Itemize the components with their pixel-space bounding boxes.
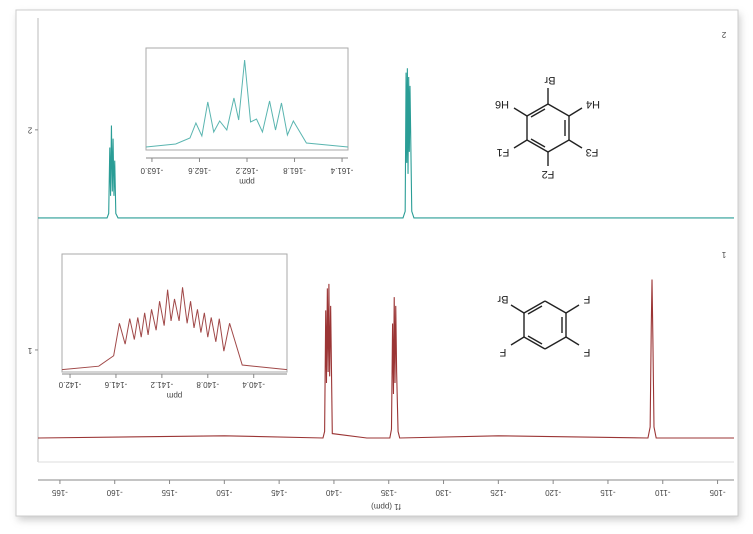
inset-frame [61,253,288,373]
x-tick-label: -135 [380,488,397,497]
molecule-2: Br F F F [497,293,590,358]
x-tick-label: -105 [709,488,726,497]
x-tick-label: -155 [161,488,178,497]
x-tick-label: -161.8 [283,166,306,175]
bond [510,336,525,346]
bond [544,300,567,314]
x-tick-label: -142.0 [58,380,81,389]
x-tick-label: -163.0 [140,166,163,175]
atom-label: Br [497,293,508,305]
x-tick-label: -141.6 [104,380,127,389]
atom-label: F [583,346,590,358]
spectrum-line [145,59,349,148]
double-bond [527,335,543,345]
bond [568,107,583,117]
x-tick-label: -130 [435,488,452,497]
atom-label: Br [544,74,555,86]
x-axis-title: ppm [166,391,182,400]
bond [565,336,580,346]
atom-label: H4 [586,98,600,110]
bond [565,304,580,314]
atom-label: F3 [586,146,599,158]
x-tick-label: -140 [325,488,342,497]
bond [523,336,546,350]
x-tick-label: -145 [271,488,288,497]
x-tick-label: -165 [51,488,68,497]
atom-label: F [583,293,590,305]
bond [547,139,570,153]
trace-label: 2 [721,30,726,39]
atom-label: F2 [542,168,555,180]
x-tick-label: -140.8 [196,380,219,389]
double-bond [530,138,546,148]
x-tick-label: -125 [490,488,507,497]
molecule-1: Br H4 F3 F2 F1 H6 [495,74,600,180]
atom-label: H6 [495,98,509,110]
bond [513,139,528,149]
atom-label: F1 [497,146,510,158]
bond [513,107,528,117]
x-tick-label: -120 [545,488,562,497]
bond [544,336,567,350]
trace-label: 1 [721,250,726,259]
x-tick-label: -140.4 [242,380,265,389]
x-tick-label: -141.2 [150,380,173,389]
x-tick-label: -162.2 [235,166,258,175]
inset-frame [145,47,349,151]
x-tick-label: -161.4 [330,166,353,175]
y-tick-label: 2 [27,126,32,135]
x-axis-title: ppm [239,177,255,186]
double-bond [530,108,546,118]
bond [523,300,546,314]
spectrum-line [38,68,734,219]
spectrum-line [37,279,734,439]
atom-label: F [499,346,506,358]
double-bond [527,305,543,315]
bond [568,139,583,149]
x-tick-label: -162.6 [188,166,211,175]
x-axis-title: f1 (ppm) [371,502,401,511]
x-tick-label: -160 [106,488,123,497]
y-tick-label: 1 [27,346,32,355]
spectrum-line [61,287,288,371]
x-tick-label: -110 [654,488,670,497]
bond [526,103,549,117]
bond [547,103,570,117]
x-tick-label: -150 [216,488,233,497]
bond [510,304,525,314]
bond [526,139,549,153]
x-tick-label: -115 [600,488,616,497]
